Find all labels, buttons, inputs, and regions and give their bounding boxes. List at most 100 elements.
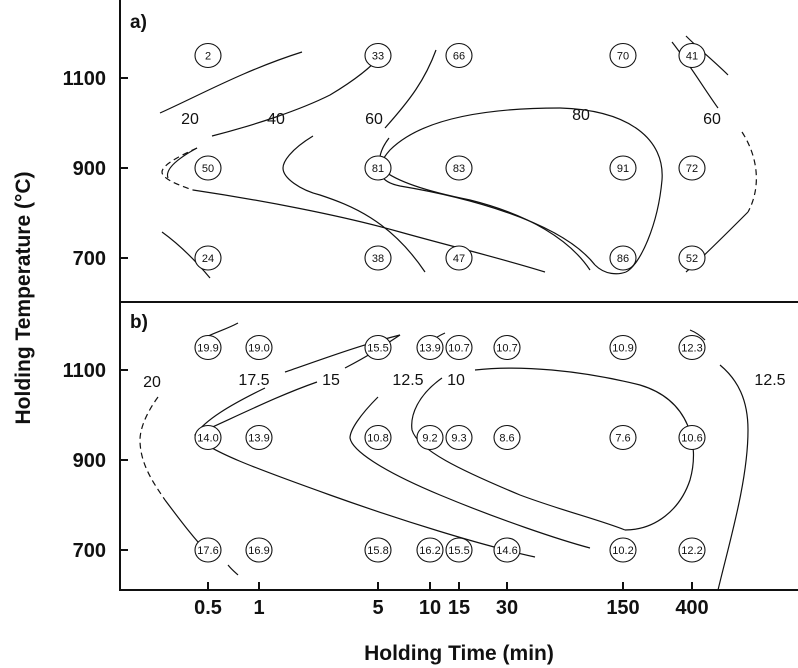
contour-label-b-10: 10 (447, 372, 465, 389)
panel-b-point-marker (678, 537, 706, 563)
panel-a-point-value: 52 (686, 253, 698, 265)
x-tick-label: 400 (675, 597, 708, 619)
y-tick-label-a: 900 (73, 158, 106, 180)
contour-line-b-10 (411, 377, 626, 531)
contour-line-b-17-5 (194, 387, 536, 558)
panel-b-point-marker (416, 334, 444, 361)
contour-line-a-20-lower-gap (166, 147, 198, 179)
panel-a-point-marker (445, 42, 473, 69)
contour-line-a-20 (159, 51, 303, 114)
contour-line-b-20-tail (227, 564, 239, 576)
panel-b-point-marker (364, 537, 392, 563)
contour-line-a-20-dashed (161, 147, 198, 191)
contour-line-a-60-lower (379, 137, 591, 271)
contour-label-a-60: 60 (365, 111, 383, 128)
panel-a-point-value: 91 (617, 163, 629, 175)
panel-b-point-marker (609, 424, 637, 451)
panel-a-point-marker (609, 155, 637, 181)
panel-a-point-value: 72 (686, 163, 698, 175)
panel-a-point-marker (445, 245, 473, 271)
panel-b-point-value: 14.6 (496, 545, 517, 557)
panel-b-point-marker (445, 424, 473, 451)
panel-b-point-value: 9.3 (451, 433, 466, 445)
contour-line-a-40 (282, 135, 426, 273)
panel-a-point-marker (194, 245, 222, 271)
panel-a-point-marker (678, 42, 706, 69)
panel-a-point-value: 50 (202, 163, 214, 175)
panel-b-point-value: 13.9 (419, 343, 440, 355)
panel-a-point-marker (609, 245, 637, 271)
contour-line-a-60-right-top (671, 41, 719, 109)
panel-a-point-marker (445, 155, 473, 181)
panel-b-point-value: 15.8 (367, 545, 388, 557)
panel-b-point-value: 12.2 (681, 545, 702, 557)
panel-b-point-marker (493, 424, 521, 451)
panel-b-point-value: 10.7 (496, 343, 517, 355)
panel-b-point-marker (493, 537, 521, 563)
y-tick-label-b: 900 (73, 450, 106, 472)
panel-b-point-value: 16.2 (419, 545, 440, 557)
x-tick-label: 0.5 (194, 597, 222, 619)
panel-b-point-value: 13.9 (248, 433, 269, 445)
contour-line-a-60-upper (384, 49, 437, 129)
panel-b-point-value: 12.3 (681, 343, 702, 355)
panel-b-point-marker (445, 334, 473, 361)
panel-a-point-marker (364, 42, 392, 69)
panel-a-point-value: 41 (686, 51, 698, 63)
panel-b-point-value: 17.6 (197, 545, 218, 557)
contour-line-a-40-upper (211, 49, 386, 137)
panel-a-point-value: 33 (372, 51, 384, 63)
panel-b-point-value: 15.5 (367, 343, 388, 355)
contour-line-a-60-dashed (741, 131, 757, 213)
panel-b-point-marker (493, 334, 521, 361)
panel-b-point-marker (364, 424, 392, 451)
panel-a-point-value: 70 (617, 51, 629, 63)
panel-a-point-marker (609, 42, 637, 69)
panel-b-point-marker (416, 424, 444, 451)
panel-b-point-marker (245, 537, 273, 563)
panel-b-point-marker (445, 537, 473, 563)
panel-a-point-value: 38 (372, 253, 384, 265)
panel-a-point-marker (364, 155, 392, 181)
panel-b-label: b) (130, 312, 148, 333)
contour-label-a-40: 40 (267, 111, 285, 128)
contour-label-a-80: 80 (572, 107, 590, 124)
panel-b-point-marker (245, 334, 273, 361)
panel-b-point-value: 10.2 (612, 545, 633, 557)
panel-b-point-value: 10.8 (367, 433, 388, 445)
panel-b-point-marker (678, 424, 706, 451)
panel-b-point-marker (194, 537, 222, 563)
panel-b-point-marker (678, 334, 706, 361)
panel-a-point-marker (194, 42, 222, 69)
contour-line-b-12-5-right (717, 364, 749, 591)
panel-a-label: a) (130, 12, 147, 33)
panel-b-point-value: 10.6 (681, 433, 702, 445)
contour-label-a-20: 20 (181, 111, 199, 128)
panel-a-point-marker (194, 155, 222, 181)
panel-b-point-value: 15.5 (448, 545, 469, 557)
y-tick-label-b: 1100 (63, 360, 106, 382)
panel-a-point-value: 2 (205, 51, 211, 63)
x-tick-label: 30 (496, 597, 518, 619)
panel-b-point-value: 10.7 (448, 343, 469, 355)
y-tick-label-b: 700 (73, 540, 106, 562)
panel-b-point-marker (609, 537, 637, 563)
contour-line-a-80-right (559, 107, 663, 273)
y-tick-label-a: 1100 (63, 68, 106, 90)
panel-a-point-value: 83 (453, 163, 465, 175)
contour-label-b-17-5: 17.5 (238, 372, 269, 389)
contour-line-b-top-right (689, 329, 706, 341)
y-axis-title: Holding Temperature (°C) (12, 171, 35, 424)
y-tick-label-a: 700 (73, 248, 106, 270)
panel-b-point-marker (609, 334, 637, 361)
contour-labels-a: 20 40 60 80 60 (181, 107, 721, 128)
panel-b-point-value: 16.9 (248, 545, 269, 557)
x-tick-label: 15 (448, 597, 470, 619)
panel-b-point-marker (245, 424, 273, 451)
panel-b-point-value: 10.9 (612, 343, 633, 355)
points-panel-a: 2 33 66 70 41 50 81 83 91 72 24 38 47 86 52 (194, 42, 706, 271)
panel-a-point-marker (364, 245, 392, 271)
panel-a-point-value: 66 (453, 51, 465, 63)
